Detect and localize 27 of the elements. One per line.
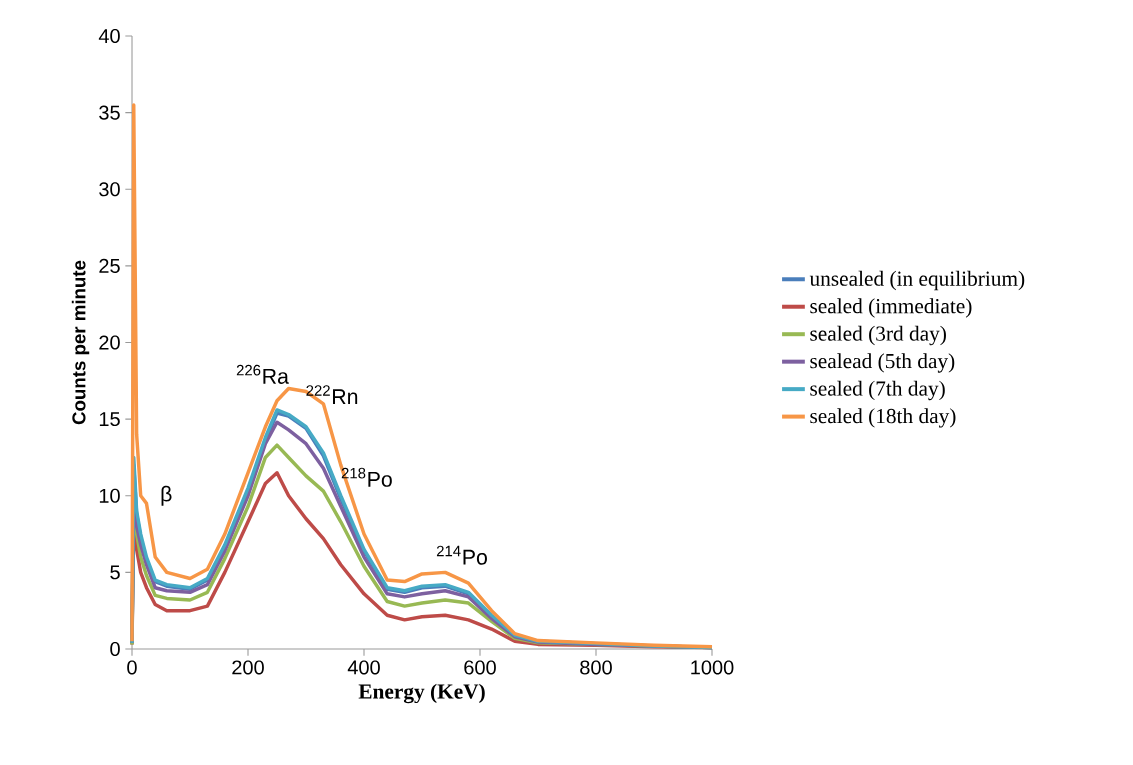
annotation: $^{226}$Ra — [236, 364, 289, 384]
x-tick-label: 0 — [127, 660, 137, 675]
annotation: $^{222}$Rn — [306, 385, 358, 404]
y-tick-label: 30 — [99, 182, 120, 197]
y-tick-label: 15 — [99, 412, 120, 427]
y-tick-label: 0 — [110, 641, 120, 657]
annotation: $^{214}$Po — [436, 545, 487, 565]
legend-label: sealed (18th day) — [810, 408, 956, 428]
y-tick-label: 40 — [98, 28, 120, 44]
x-tick-label: 600 — [464, 660, 496, 675]
y-tick-label: 35 — [99, 105, 120, 120]
x-tick-label: 200 — [232, 660, 264, 675]
y-tick-label: 20 — [99, 335, 120, 350]
legend-label: sealed (3rd day) — [810, 325, 946, 346]
annotation: β — [161, 485, 172, 506]
y-tick-label: 25 — [99, 258, 120, 273]
legend-label: sealed (7th day) — [810, 380, 945, 401]
y-tick-label: 10 — [99, 488, 120, 503]
x-tick-label: 800 — [580, 660, 612, 675]
x-axis-title: Energy (KeV) — [358, 683, 485, 704]
y-tick-label: 5 — [110, 565, 120, 580]
legend-label: sealed (immediate) — [810, 298, 972, 318]
x-tick-label: 400 — [347, 660, 380, 675]
y-axis-title: Counts per minute — [71, 260, 90, 425]
legend-label: sealead (5th day) — [810, 353, 955, 373]
legend-label: unsealed (in equilibrium) — [809, 270, 1025, 291]
x-tick-label: 1000 — [691, 660, 734, 675]
